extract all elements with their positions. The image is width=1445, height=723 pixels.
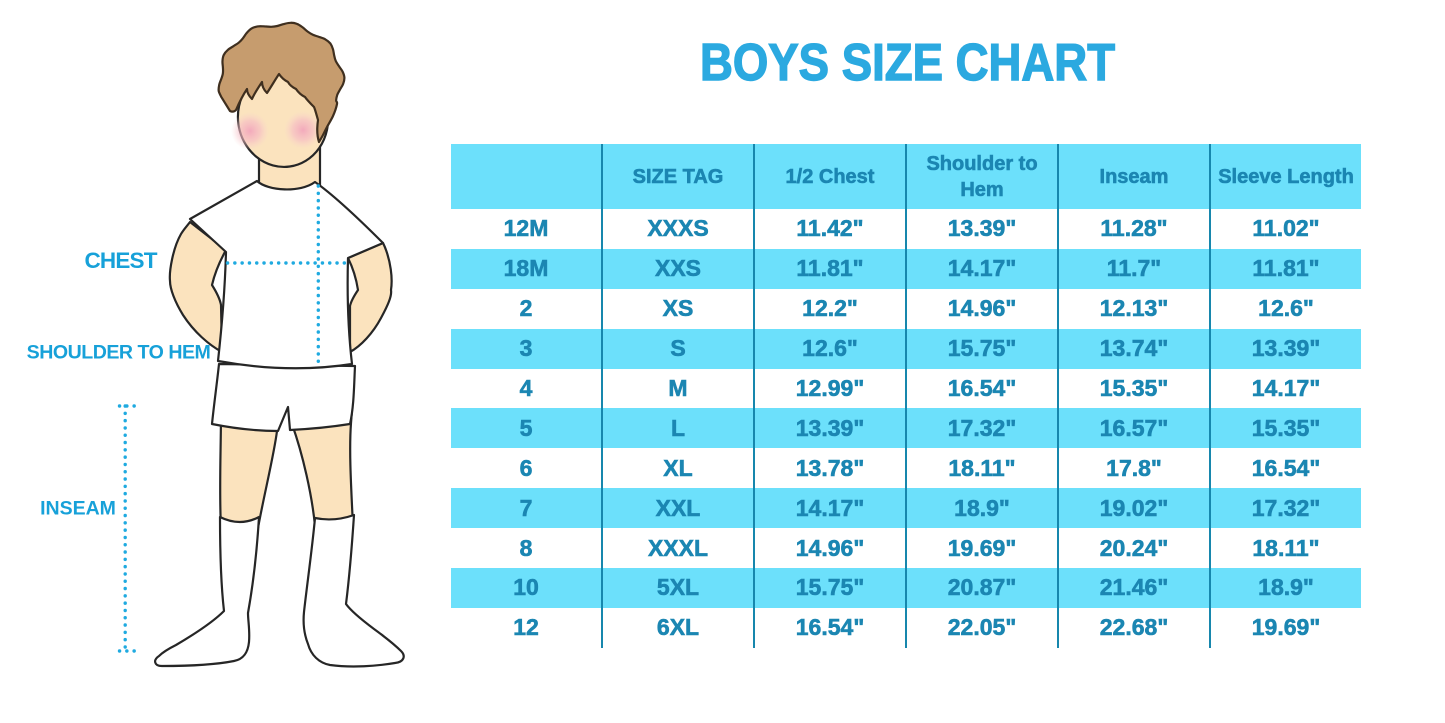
svg-text:CHEST: CHEST — [84, 248, 157, 273]
svg-text:SHOULDER TO HEM: SHOULDER TO HEM — [27, 342, 211, 364]
svg-text:INSEAM: INSEAM — [40, 498, 116, 520]
